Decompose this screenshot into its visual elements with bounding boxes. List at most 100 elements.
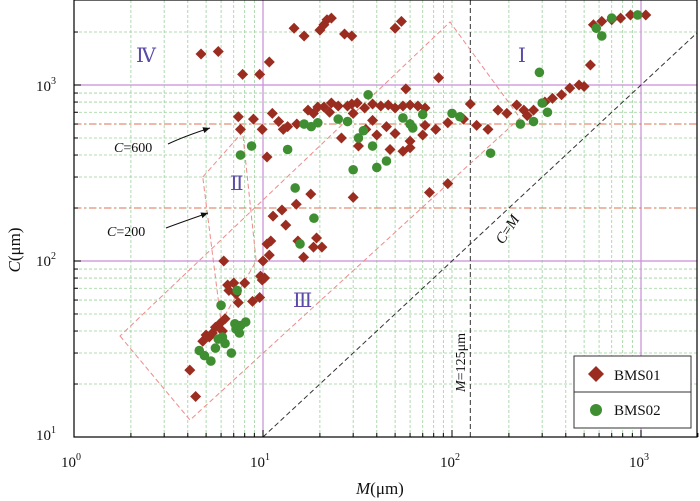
point-bms01 xyxy=(395,15,407,27)
region-label-II: Ⅱ xyxy=(230,173,244,195)
point-bms01 xyxy=(267,210,279,222)
point-bms01 xyxy=(184,364,196,376)
point-bms01 xyxy=(578,81,590,93)
point-bms02 xyxy=(220,338,230,349)
point-bms01 xyxy=(290,198,302,210)
point-bms01 xyxy=(419,119,431,131)
x-tick-label: 103 xyxy=(629,452,649,471)
annotations: C=600 C=200 C=M M=125μm xyxy=(107,127,524,393)
point-bms01 xyxy=(335,132,347,144)
point-bms01 xyxy=(471,119,483,131)
point-bms01 xyxy=(247,113,259,125)
point-bms02 xyxy=(417,109,428,120)
point-bms01 xyxy=(291,118,303,130)
c200-arrow xyxy=(165,212,209,229)
point-bms01 xyxy=(266,107,278,119)
point-bms01 xyxy=(640,9,652,21)
point-bms01 xyxy=(492,104,504,116)
point-bms01 xyxy=(351,97,363,109)
point-bms02 xyxy=(606,13,617,23)
point-bms02 xyxy=(447,108,457,119)
point-bms02 xyxy=(534,67,545,78)
point-bms02 xyxy=(363,89,373,100)
point-bms01 xyxy=(273,116,285,128)
point-bms01 xyxy=(324,106,336,118)
point-bms01 xyxy=(212,46,224,58)
plot-frame xyxy=(73,0,698,438)
point-bms01 xyxy=(312,101,324,113)
point-bms01 xyxy=(482,123,494,135)
legend-label-bms02: BMS02 xyxy=(614,403,661,419)
point-bms01 xyxy=(219,313,231,325)
x-tick-label: 102 xyxy=(440,452,460,471)
x-tick-label: 101 xyxy=(250,452,270,471)
point-bms01 xyxy=(325,97,337,109)
point-bms02 xyxy=(232,285,242,296)
c-equals-m-line xyxy=(262,32,697,437)
region-label-IV: Ⅳ xyxy=(136,45,157,67)
point-bms02 xyxy=(313,117,323,128)
region-III-box xyxy=(119,21,521,421)
point-bms02 xyxy=(246,141,257,151)
c200-label: C=200 xyxy=(107,225,145,240)
point-bms01 xyxy=(546,92,558,104)
point-bms01 xyxy=(564,82,576,94)
point-bms02 xyxy=(226,348,237,358)
point-bms01 xyxy=(404,99,416,111)
point-bms01 xyxy=(311,232,323,244)
region-II-box xyxy=(202,130,257,324)
point-bms01 xyxy=(367,98,379,110)
point-bms02 xyxy=(348,164,358,175)
point-bms01 xyxy=(442,178,454,190)
point-bms01 xyxy=(234,123,246,135)
axis-ticks xyxy=(73,31,699,438)
point-bms01 xyxy=(417,129,429,141)
legend-label-bms01: BMS01 xyxy=(614,368,661,384)
legend-marker-bms02 xyxy=(590,404,602,416)
point-bms02 xyxy=(353,133,364,143)
point-bms02 xyxy=(596,31,607,41)
point-bms01 xyxy=(433,72,445,84)
point-bms02 xyxy=(216,300,226,311)
point-bms01 xyxy=(316,241,328,253)
point-bms01 xyxy=(615,12,627,24)
point-bms01 xyxy=(259,272,271,284)
point-bms02 xyxy=(358,125,369,136)
point-bms01 xyxy=(232,297,244,309)
c600-label: C=600 xyxy=(114,141,152,156)
point-bms01 xyxy=(298,251,310,263)
point-bms01 xyxy=(195,48,207,60)
point-bms01 xyxy=(288,22,300,34)
point-bms01 xyxy=(263,56,275,68)
point-bms01 xyxy=(325,12,337,24)
point-bms01 xyxy=(298,30,310,42)
y-tick-label: 102 xyxy=(36,251,56,270)
point-bms01 xyxy=(305,188,317,200)
point-bms01 xyxy=(347,191,359,203)
point-bms02 xyxy=(199,350,210,361)
y-axis-label: C(μm) xyxy=(5,227,24,272)
point-bms01 xyxy=(400,83,412,95)
point-bms01 xyxy=(596,15,608,27)
point-bms02 xyxy=(206,356,216,366)
point-bms02 xyxy=(398,113,408,123)
point-bms01 xyxy=(389,128,401,140)
point-bms02 xyxy=(381,156,392,166)
point-bms02 xyxy=(591,23,602,34)
x-tick-label: 100 xyxy=(61,452,81,471)
point-bms01 xyxy=(218,255,230,267)
point-bms02 xyxy=(309,213,319,224)
region-labels: Ⅳ Ⅰ Ⅱ Ⅲ xyxy=(136,45,526,312)
point-bms01 xyxy=(528,104,540,116)
x-axis-label: M(μm) xyxy=(355,479,404,498)
point-bms02 xyxy=(537,98,547,108)
point-bms01 xyxy=(261,151,273,163)
point-bms02 xyxy=(234,328,245,338)
y-tick-labels: 101 102 103 xyxy=(36,76,56,444)
point-bms01 xyxy=(307,241,319,253)
point-bms01 xyxy=(518,104,530,116)
point-bms01 xyxy=(404,135,416,147)
point-bms01 xyxy=(254,292,266,304)
point-bms01 xyxy=(263,249,275,261)
point-bms01 xyxy=(384,144,396,156)
